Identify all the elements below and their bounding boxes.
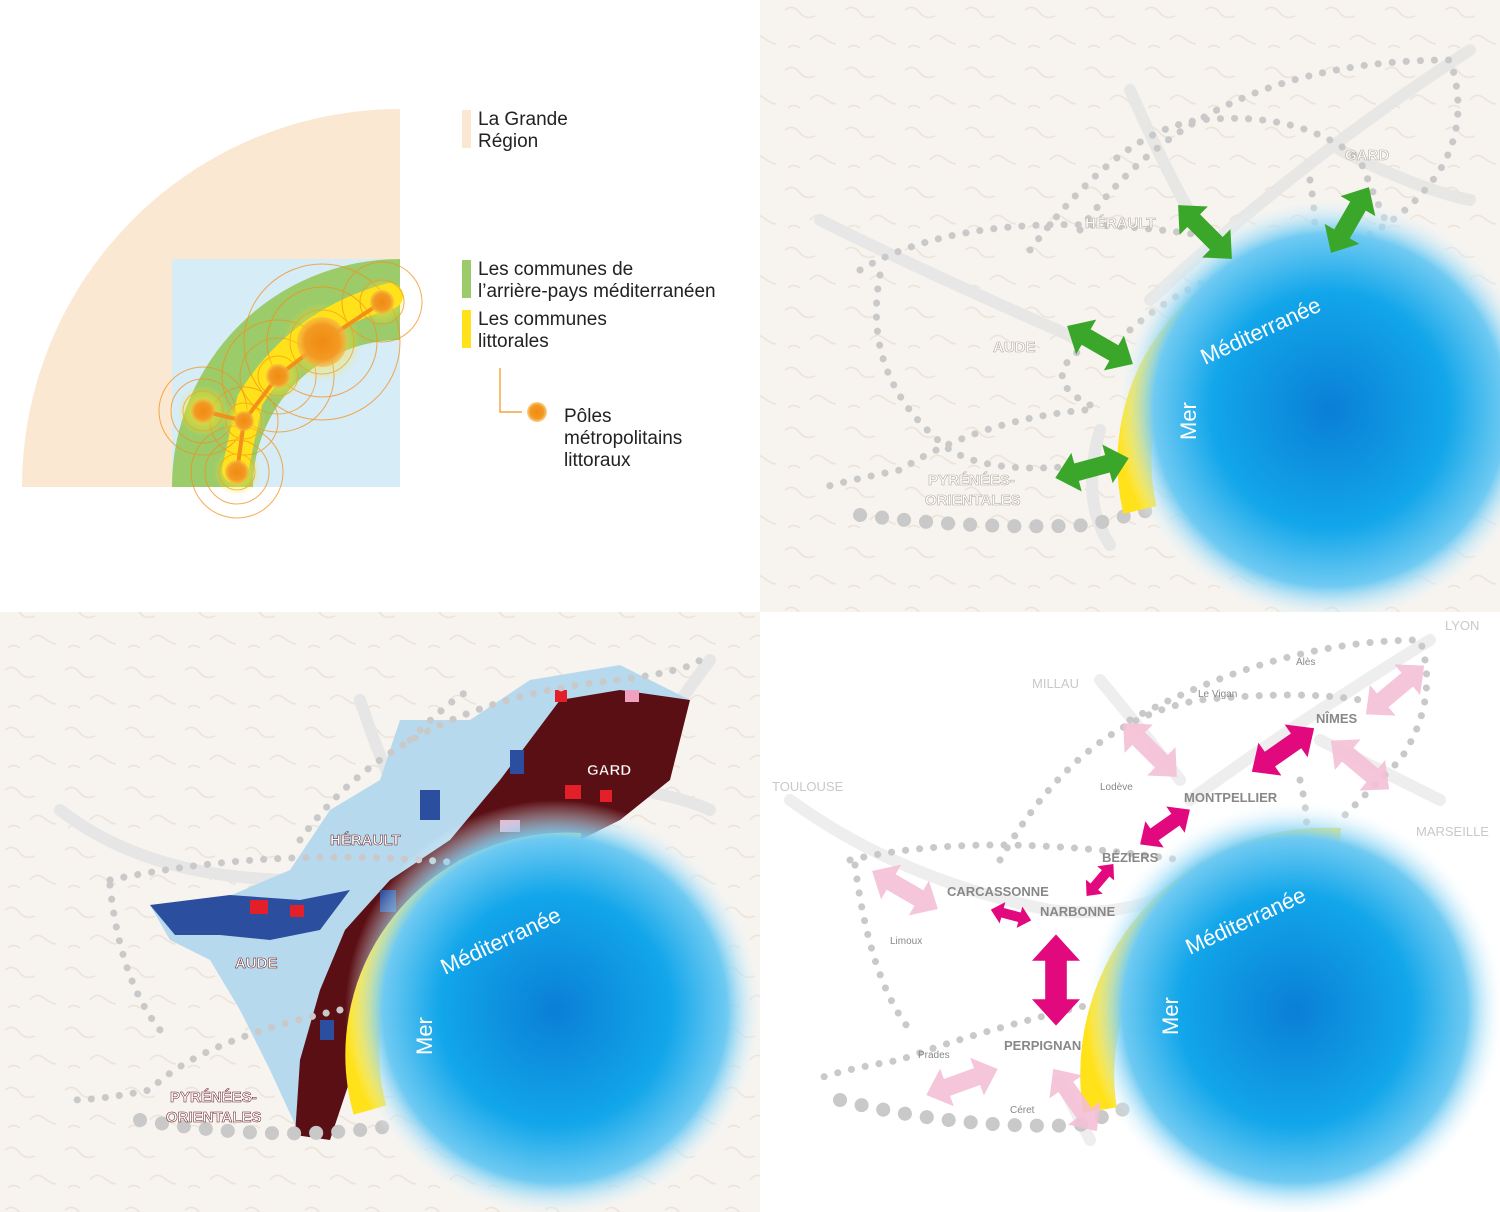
dept-label-aude-bl: AUDE	[235, 955, 278, 972]
town-label-limoux: Limoux	[890, 936, 922, 947]
territory-mixed-west	[150, 890, 350, 940]
inner-sea	[253, 340, 400, 487]
legend-poles-line3: littoraux	[564, 450, 631, 471]
legend-region-line2: Région	[478, 131, 538, 152]
panel-top-right: HÉRAULT GARD AUDE PYRÉNÉES- ORIENTALES M…	[760, 0, 1500, 625]
town-label-lodeve: Lodève	[1100, 782, 1133, 793]
city-label-carcassonne: CARCASSONNE	[947, 884, 1049, 899]
dept-label-po-line2-bl: ORIENTALES	[166, 1109, 262, 1126]
sea-circle-bl	[345, 800, 765, 1212]
department-outlines-br	[811, 636, 1431, 1084]
legend-hinterland-line1: Les communes de	[478, 259, 633, 280]
city-label-narbonne: NARBONNE	[1040, 904, 1115, 919]
legend-coastal-line2: littorales	[478, 331, 549, 352]
dept-label-aude: AUDE	[993, 339, 1036, 356]
town-label-ales: Alès	[1296, 657, 1315, 668]
city-label-perpignan: PERPIGNAN	[1004, 1038, 1081, 1053]
legend-pole-dot	[527, 402, 547, 422]
dotted-coast-large-br	[833, 1093, 1142, 1133]
commune-red-patches	[250, 690, 612, 917]
sea-circle-br	[1085, 800, 1500, 1212]
city-label-nimes: NÎMES	[1316, 711, 1358, 726]
outside-label-millau: MILLAU	[1032, 676, 1079, 691]
dept-label-po-line1: PYRÉNÉES-	[928, 472, 1015, 489]
city-label-montpellier: MONTPELLIER	[1184, 790, 1278, 805]
city-label-beziers: BÉZIERS	[1102, 850, 1159, 865]
dept-label-gard-bl: GARD	[587, 762, 631, 779]
legend-region-line1: La Grande	[478, 109, 568, 130]
dept-label-po-line1-bl: PYRÉNÉES-	[170, 1089, 257, 1106]
dept-label-herault-bl: HÉRAULT	[330, 832, 401, 849]
sea-label-mer-bl: Mer	[412, 1017, 437, 1055]
town-label-ceret: Céret	[1010, 1105, 1035, 1116]
legend-swatch-region	[462, 110, 471, 148]
dept-label-herault: HÉRAULT	[1085, 215, 1156, 232]
pole-dots	[191, 290, 394, 484]
legend-poles-line1: Pôles	[564, 406, 612, 427]
territory-maroon-coast	[295, 690, 690, 1140]
sea-circle	[1115, 195, 1500, 625]
schema-panel: La Grande Région Les communes de l’arriè…	[22, 109, 716, 519]
outside-label-marseille: MARSEILLE	[1416, 824, 1489, 839]
dotted-coast-large	[853, 503, 1157, 534]
legend-pole-connector	[499, 368, 522, 413]
outside-label-lyon: LYON	[1445, 618, 1479, 633]
legend-coastal-line1: Les communes	[478, 309, 607, 330]
sea-label-mer-br: Mer	[1158, 997, 1183, 1035]
town-label-prades: Prades	[918, 1050, 950, 1061]
panel-bottom-left: HÉRAULT GARD AUDE PYRÉNÉES- ORIENTALES M…	[0, 612, 765, 1212]
legend-swatch-coastal	[462, 310, 471, 348]
dept-label-po-line2: ORIENTALES	[925, 492, 1021, 509]
legend-hinterland-line2: l’arrière-pays méditerranéen	[478, 281, 716, 302]
dept-label-gard: GARD	[1345, 147, 1389, 164]
legend-swatch-hinterland	[462, 260, 471, 298]
sea-label-mer: Mer	[1176, 402, 1201, 440]
town-label-le-vigan: Le Vigan	[1198, 689, 1237, 700]
panel-bottom-right: NÎMES MONTPELLIER BÉZIERS CARCASSONNE NA…	[760, 612, 1500, 1212]
outside-label-toulouse: TOULOUSE	[772, 779, 844, 794]
legend-poles-line2: métropolitains	[564, 428, 682, 449]
